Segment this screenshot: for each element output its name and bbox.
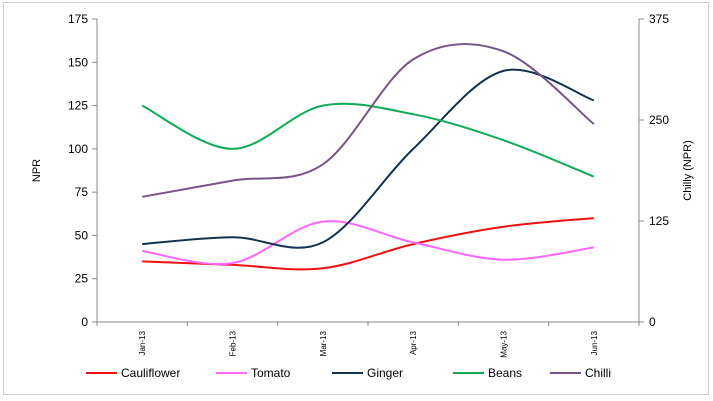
- y-tick-label-left: 50: [75, 228, 89, 242]
- axes: [92, 18, 644, 326]
- y-axis-label-left: NPR: [31, 159, 43, 182]
- series-line-cauliflower: [142, 217, 594, 271]
- x-tick-label: Apr-13: [409, 330, 418, 355]
- series-lines: [141, 43, 595, 271]
- x-tick-label: Mar-13: [319, 330, 328, 356]
- series-line-ginger: [142, 68, 595, 249]
- y-tick-label-right: 125: [649, 214, 669, 228]
- legend-label-ginger: Ginger: [367, 366, 403, 380]
- series-line-beans: [141, 102, 595, 178]
- x-tick-label: Jan-13: [138, 330, 147, 355]
- legend-label-beans: Beans: [488, 366, 522, 380]
- line-chart: 0 25 50 75 100 125 150 175 0 125 250 375 Jan-13 Feb-1…: [31, 12, 694, 380]
- y-tick-label-left: 175: [68, 12, 88, 26]
- y-tick-label-right: 375: [649, 12, 669, 26]
- x-tick-label: Feb-13: [229, 330, 238, 356]
- y-tick-label-right: 0: [649, 315, 656, 329]
- y-axis-label-right: Chilly (NPR): [682, 140, 694, 201]
- legend-label-tomato: Tomato: [251, 366, 291, 380]
- y-tick-label-left: 25: [75, 272, 89, 286]
- chart-frame: 0 25 50 75 100 125 150 175 0 125 250 375 Jan-13 Feb-1…: [3, 2, 709, 395]
- series-line-chilli: [142, 43, 595, 198]
- x-tick-label: Jun-13: [590, 330, 599, 355]
- y-tick-label-left: 150: [68, 55, 88, 69]
- y-tick-label-right: 250: [649, 113, 669, 127]
- y-tick-label-left: 75: [75, 185, 89, 199]
- legend-label-chilli: Chilli: [585, 366, 611, 380]
- series-line-tomato: [142, 220, 594, 266]
- tick-labels: 0 25 50 75 100 125 150 175 0 125 250 375 Jan-13 Feb-1…: [68, 12, 669, 358]
- y-tick-label-left: 100: [68, 142, 88, 156]
- x-tick-label: May-13: [500, 330, 509, 357]
- y-tick-label-left: 0: [81, 315, 88, 329]
- y-tick-label-left: 125: [68, 99, 88, 113]
- legend: Cauliflower Tomato Ginger Beans Chilli: [86, 366, 611, 380]
- legend-label-cauliflower: Cauliflower: [121, 366, 180, 380]
